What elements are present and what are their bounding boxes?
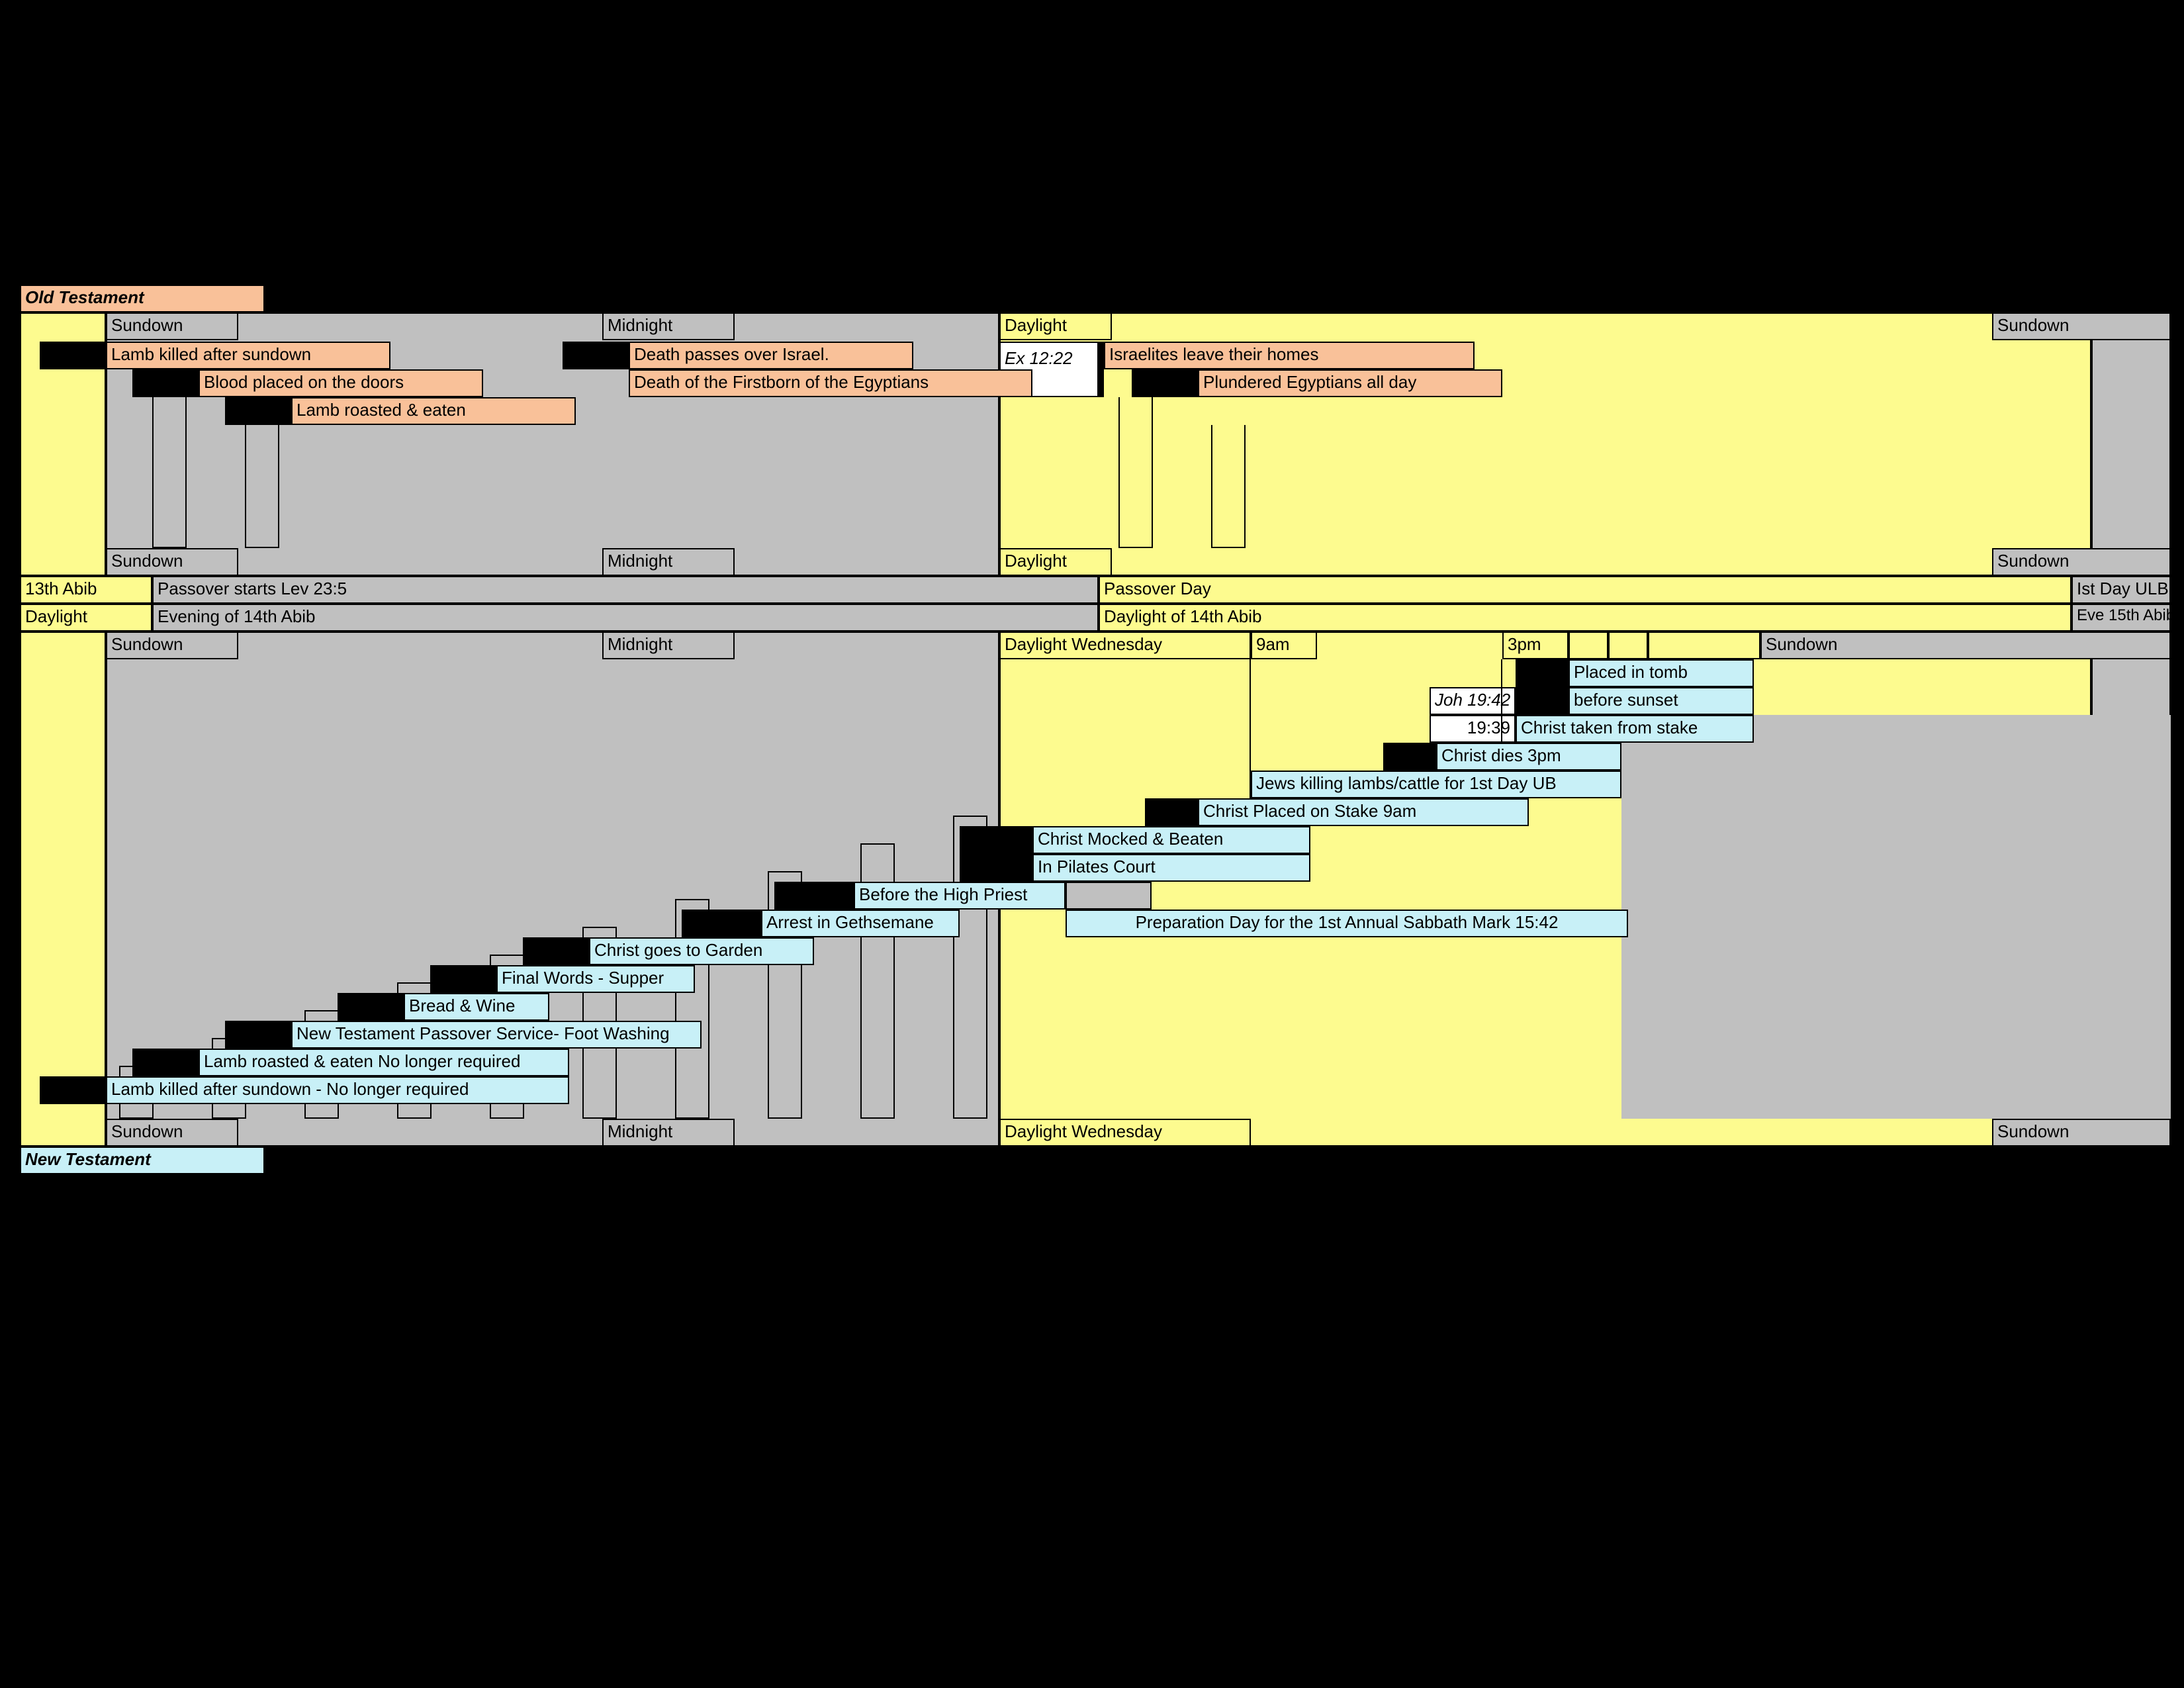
nt-left-day-sliver: [20, 632, 106, 1147]
nt-foot-washing: New Testament Passover Service- Foot Was…: [291, 1021, 702, 1049]
ot-blood-doors: Blood placed on the doors: [199, 369, 483, 397]
nt-lead-stake: [1145, 798, 1198, 826]
nt-lamb-killed-nlr: Lamb killed after sundown - No longer re…: [106, 1076, 569, 1104]
nt-christ-stake: Christ Placed on Stake 9am: [1198, 798, 1529, 826]
mid-passover-starts-text: Passover starts Lev 23:5: [158, 579, 347, 598]
ot-bot-midnight: Midnight: [602, 548, 735, 576]
nt-lead-bread: [338, 993, 404, 1021]
ot-israel-leave: Israelites leave their homes: [1104, 342, 1475, 369]
ot-top-daylight: Daylight: [999, 312, 1112, 340]
nt-lamb-roasted-nlr: Lamb roasted & eaten No longer required: [199, 1049, 569, 1076]
mid-eve15: Eve 15th Abib: [2071, 604, 2171, 632]
nt-lead-dies: [1383, 743, 1436, 771]
old-testament-header: Old Testament: [20, 285, 265, 312]
nt-lead-final: [430, 965, 496, 993]
nt-bot-midnight: Midnight: [602, 1119, 735, 1147]
nt-post-dies-shade: [1621, 771, 1760, 1119]
mid-istday: Ist Day ULB: [2071, 576, 2171, 604]
nt-top-9am: 9am: [1251, 632, 1317, 659]
nt-lead-highpriest: [774, 882, 854, 910]
mid-passover-day: Passover Day: [1099, 576, 2071, 604]
nt-top-sundown-1: Sundown: [106, 632, 238, 659]
nt-jews-killing: Jews killing lambs/cattle for 1st Day UB: [1251, 771, 1621, 798]
nt-top-3pm: 3pm: [1502, 632, 1569, 659]
mid-eve14: Evening of 14th Abib: [152, 604, 1099, 632]
nt-lead-tomb: [1516, 659, 1569, 715]
nt-final-words: Final Words - Supper: [496, 965, 695, 993]
ot-plundered: Plundered Egyptians all day: [1198, 369, 1502, 397]
ot-top-sundown-1: Sundown: [106, 312, 238, 340]
nt-prepday-right-pad: [1066, 882, 1152, 910]
nt-3pm-marker: [1501, 659, 1510, 744]
nt-9am-marker: [1250, 659, 1259, 800]
nt-mocked: Christ Mocked & Beaten: [1032, 826, 1310, 854]
nt-top-sundown-2: Sundown: [1760, 632, 2171, 659]
ot-next-night-sliver: [2091, 312, 2171, 576]
nt-pilates: In Pilates Court: [1032, 854, 1310, 882]
nt-top-midnight: Midnight: [602, 632, 735, 659]
nt-placed-tomb-1: Placed in tomb: [1569, 659, 1754, 687]
ot-day-fan-1: [1118, 397, 1153, 548]
nt-lead-roasted-nlr: [132, 1049, 199, 1076]
ot-lead-midnight-1: [563, 342, 629, 369]
nt-post3pm-col2: [1608, 632, 1648, 659]
mid-day14: Daylight of 14th Abib: [1099, 604, 2071, 632]
timeline-diagram: Old Testament Sundown Midnight Daylight …: [20, 285, 2164, 1211]
nt-lead-arrest: [682, 910, 761, 937]
nt-post3pm-col1: [1569, 632, 1608, 659]
nt-bot-daylight-wed: Daylight Wednesday: [999, 1119, 1251, 1147]
nt-lead-mocked: [960, 826, 1032, 882]
nt-prep-day: Preparation Day for the 1st Annual Sabba…: [1066, 910, 1628, 937]
nt-bread-wine: Bread & Wine: [404, 993, 549, 1021]
ot-lamb-roasted: Lamb roasted & eaten: [291, 397, 576, 425]
ot-lead-roasted: [225, 397, 291, 425]
ot-day-fan-2: [1211, 425, 1246, 548]
ot-death-passes: Death passes over Israel.: [629, 342, 913, 369]
nt-garden: Christ goes to Garden: [589, 937, 814, 965]
mid-passover-starts: Passover starts Lev 23:5: [152, 576, 1099, 604]
ot-death-firstborn: Death of the Firstborn of the Egyptians: [629, 369, 1032, 397]
mid-daylight: Daylight: [20, 604, 152, 632]
ot-fan-1: [152, 397, 187, 548]
nt-lead-killed-nlr: [40, 1076, 106, 1104]
new-testament-footer: New Testament: [20, 1147, 265, 1174]
nt-christ-taken: Christ taken from stake: [1516, 715, 1754, 743]
nt-christ-dies: Christ dies 3pm: [1436, 743, 1621, 771]
nt-top-daylight-wed: Daylight Wednesday: [999, 632, 1251, 659]
nt-arrest: Arrest in Gethsemane: [761, 910, 960, 937]
nt-bot-sundown-2: Sundown: [1992, 1119, 2171, 1147]
ot-lead-plundered: [1132, 369, 1198, 397]
ot-top-midnight: Midnight: [602, 312, 735, 340]
ot-bot-sundown-1: Sundown: [106, 548, 238, 576]
ot-lead-blood: [132, 369, 199, 397]
nt-high-priest: Before the High Priest: [854, 882, 1066, 910]
mid-abib13: 13th Abib: [20, 576, 152, 604]
nt-bot-sundown-1: Sundown: [106, 1119, 238, 1147]
ot-lead-lamb-killed: [40, 342, 106, 369]
nt-lead-garden: [523, 937, 589, 965]
ot-fan-2: [245, 425, 279, 548]
nt-placed-tomb-2: before sunset: [1569, 687, 1754, 715]
ot-top-sundown-2: Sundown: [1992, 312, 2171, 340]
ot-lamb-killed: Lamb killed after sundown: [106, 342, 390, 369]
ot-bot-daylight: Daylight: [999, 548, 1112, 576]
nt-post3pm-col3: [1648, 632, 1760, 659]
nt-lead-footwash: [225, 1021, 291, 1049]
ot-bot-sundown-2: Sundown: [1992, 548, 2171, 576]
